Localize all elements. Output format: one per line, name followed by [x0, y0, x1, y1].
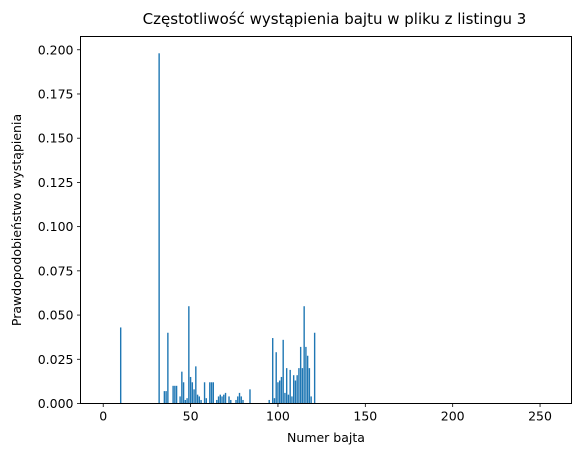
bar-byte-40 [172, 385, 174, 404]
bar-byte-112 [298, 368, 300, 404]
bar-byte-100 [277, 382, 279, 404]
bar-byte-95 [268, 399, 270, 404]
bar-byte-80 [242, 399, 244, 404]
x-axis-title: Numer bajta [287, 430, 365, 445]
bar-byte-61 [209, 382, 211, 404]
bar-byte-62 [210, 382, 213, 404]
y-tick-label: 0.175 [38, 86, 74, 101]
bar-byte-102 [280, 376, 283, 404]
bar-byte-65 [216, 399, 218, 404]
bar-byte-103 [282, 339, 284, 404]
bar-byte-77 [237, 396, 239, 404]
chart-title: Częstotliwość wystąpienia bajtu w pliku … [143, 10, 527, 28]
bar-byte-98 [273, 398, 276, 404]
bar-byte-68 [221, 396, 223, 404]
y-tick-label: 0.000 [38, 396, 74, 411]
bar-byte-59 [205, 398, 208, 404]
bar-byte-35 [163, 391, 166, 404]
bar-byte-73 [230, 399, 232, 404]
x-tick-label: 200 [441, 409, 465, 424]
bar-byte-55 [198, 396, 201, 404]
bar-byte-44 [179, 396, 181, 404]
bar-byte-45 [181, 371, 183, 404]
bar-byte-54 [196, 394, 199, 404]
bar-byte-53 [195, 366, 197, 404]
bar-byte-63 [212, 382, 214, 404]
y-tick-label: 0.150 [38, 131, 74, 146]
bar-byte-113 [299, 346, 302, 404]
bar-byte-51 [191, 382, 194, 404]
x-tick-label: 250 [528, 409, 552, 424]
y-tick-label: 0.100 [38, 219, 74, 234]
y-tick-label: 0.050 [38, 308, 74, 323]
axes-group: 0 50 100 150 200 250 0.000 0.025 0.050 0.075 0.100… [38, 42, 552, 423]
bar-byte-32 [158, 53, 160, 404]
bar-byte-105 [285, 368, 288, 404]
y-tick-label: 0.075 [38, 263, 74, 278]
bar-byte-42 [175, 385, 178, 404]
bar-byte-116 [305, 346, 307, 404]
bar-byte-46 [182, 382, 185, 404]
bar-byte-70 [224, 392, 227, 404]
bar-byte-50 [189, 376, 192, 404]
bar-byte-117 [306, 355, 309, 404]
y-axis-title: Prawdopodobieństwo wystąpienia [9, 114, 24, 326]
bar-byte-36 [165, 391, 167, 404]
bar-byte-114 [301, 368, 304, 404]
bar-byte-115 [303, 306, 305, 404]
x-tick-label: 150 [353, 409, 377, 424]
bar-byte-99 [275, 352, 277, 404]
plot-frame [80, 36, 572, 404]
bar-byte-111 [296, 375, 298, 404]
bar-byte-106 [287, 394, 290, 404]
bar-byte-121 [313, 332, 316, 404]
y-tick-label: 0.025 [38, 352, 74, 367]
bar-byte-107 [289, 369, 291, 404]
bar-byte-56 [200, 399, 202, 404]
bar-byte-119 [310, 396, 312, 404]
bar-byte-84 [249, 389, 251, 404]
bar-byte-58 [203, 382, 206, 404]
bar-byte-10 [119, 327, 122, 404]
bars-group [119, 53, 316, 404]
bar-byte-78 [238, 392, 241, 404]
bar-byte-49 [188, 306, 190, 404]
y-tick-label: 0.200 [38, 42, 74, 57]
bar-byte-110 [294, 380, 297, 404]
bar-byte-104 [284, 392, 286, 404]
y-tick-label: 0.125 [38, 175, 74, 190]
bar-byte-72 [228, 396, 230, 404]
bar-byte-109 [292, 375, 295, 404]
bar-byte-76 [235, 399, 237, 404]
bar-byte-41 [174, 385, 176, 404]
bar-byte-52 [193, 389, 195, 404]
x-tick-label: 50 [183, 409, 199, 424]
bar-byte-101 [279, 380, 281, 404]
bar-byte-48 [186, 398, 188, 404]
bar-byte-97 [272, 338, 274, 404]
bar-byte-37 [167, 332, 169, 404]
bar-byte-67 [219, 394, 221, 404]
bar-byte-118 [308, 368, 311, 404]
bar-byte-47 [184, 399, 187, 404]
bar-byte-79 [240, 396, 242, 404]
bar-byte-108 [291, 396, 293, 404]
bar-byte-69 [223, 394, 225, 404]
bar-byte-66 [217, 396, 220, 404]
x-tick-label: 0 [99, 409, 107, 424]
x-tick-label: 100 [266, 409, 290, 424]
